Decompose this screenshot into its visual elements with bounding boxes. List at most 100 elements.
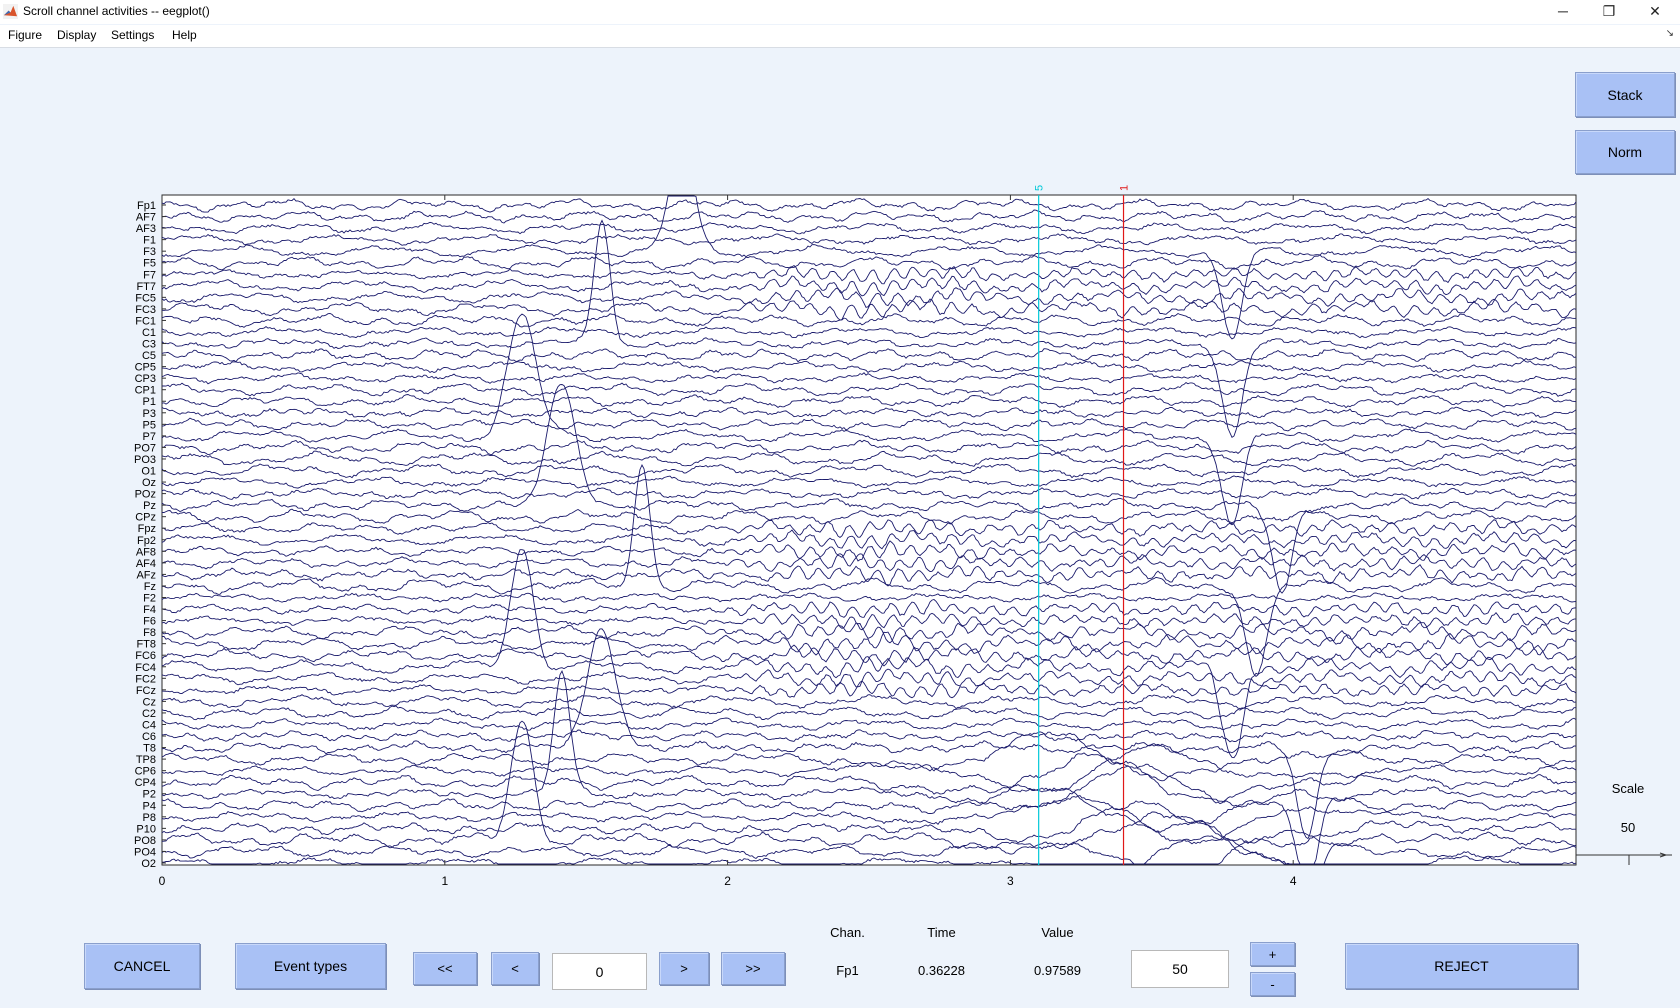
channel-trace xyxy=(161,694,1577,710)
channel-label: C5 xyxy=(142,350,156,362)
channel-trace xyxy=(161,529,1577,550)
channel-trace xyxy=(161,680,1577,699)
channel-trace xyxy=(161,450,1577,467)
scroll-right-button[interactable]: > xyxy=(659,952,709,985)
stack-button[interactable]: Stack xyxy=(1575,72,1675,117)
scale-input[interactable]: 50 xyxy=(1131,950,1229,988)
matlab-icon xyxy=(3,4,18,19)
channel-trace xyxy=(161,312,1577,328)
event-types-button[interactable]: Event types xyxy=(235,943,386,989)
channel-labels: Fp1AF7AF3F1F3F5F7FT7FC5FC3FC1C1C3C5CP5CP… xyxy=(134,200,166,870)
scroll-far-right-button[interactable]: >> xyxy=(721,952,785,985)
channel-trace xyxy=(161,622,1577,644)
menu-bar: Figure Display Settings Help ↘ xyxy=(0,25,1680,48)
channel-trace xyxy=(161,508,1577,525)
scale-increase-button[interactable]: + xyxy=(1250,942,1295,966)
channel-trace xyxy=(161,729,1577,743)
close-button[interactable]: ✕ xyxy=(1649,3,1661,19)
menu-settings[interactable]: Settings xyxy=(111,28,155,42)
event-marker-label: 1 xyxy=(1119,185,1131,191)
channel-trace xyxy=(161,209,1577,224)
channel-label: P1 xyxy=(143,396,156,408)
channel-label: PO3 xyxy=(134,454,156,466)
window-title: Scroll channel activities -- eegplot() xyxy=(23,4,210,18)
restore-button[interactable]: ❐ xyxy=(1602,3,1616,19)
chan-header: Chan. xyxy=(830,925,865,940)
chan-value: Fp1 xyxy=(836,963,859,978)
channel-trace xyxy=(161,233,1577,246)
menu-figure[interactable]: Figure xyxy=(8,28,43,42)
channel-label: F3 xyxy=(143,246,156,258)
channel-label: C4 xyxy=(142,719,156,731)
channel-label: C1 xyxy=(142,327,156,339)
position-input[interactable]: 0 xyxy=(552,953,647,990)
channel-label: FC6 xyxy=(135,650,156,662)
channel-trace xyxy=(161,598,1577,618)
norm-button[interactable]: Norm xyxy=(1575,130,1675,174)
channel-trace xyxy=(161,326,1577,339)
channel-trace xyxy=(161,439,1577,456)
channel-trace xyxy=(161,298,1577,321)
channel-label: C6 xyxy=(142,731,156,743)
channel-label: P10 xyxy=(136,823,156,835)
time-tick-label: 1 xyxy=(441,874,448,888)
channel-trace xyxy=(161,372,1577,385)
channel-label: P4 xyxy=(143,800,156,812)
channel-label: F2 xyxy=(143,592,156,604)
channel-trace xyxy=(161,313,1577,526)
channel-trace xyxy=(161,348,1577,363)
channel-trace xyxy=(161,705,1576,721)
channel-trace xyxy=(161,553,1577,572)
channel-trace xyxy=(161,795,1577,845)
channel-trace xyxy=(161,717,1577,732)
channel-trace xyxy=(161,254,1577,271)
menu-display[interactable]: Display xyxy=(57,28,97,42)
channel-trace xyxy=(161,743,1577,793)
channel-trace xyxy=(161,829,1577,865)
channel-trace xyxy=(161,800,1576,848)
channel-label: FC5 xyxy=(135,292,156,304)
channel-label: FT8 xyxy=(136,639,156,651)
channel-label: P5 xyxy=(143,419,156,431)
channel-label: F4 xyxy=(143,604,156,616)
channel-trace xyxy=(161,549,1577,759)
channel-label: P2 xyxy=(143,789,156,801)
eeg-traces xyxy=(161,195,1577,865)
time-axis: 0 1 2 3 4 xyxy=(159,195,1297,888)
cancel-button[interactable]: CANCEL xyxy=(84,943,200,989)
channel-label: PO7 xyxy=(134,442,156,454)
channel-trace xyxy=(161,275,1577,297)
channel-label: FCz xyxy=(136,685,156,697)
scale-decrease-button[interactable]: - xyxy=(1250,972,1295,996)
menu-help[interactable]: Help xyxy=(172,28,197,42)
channel-label: C3 xyxy=(142,339,156,351)
channel-label: P7 xyxy=(143,431,156,443)
scale-value: 50 xyxy=(1620,820,1636,835)
scroll-far-left-button[interactable]: << xyxy=(413,952,477,985)
channel-trace xyxy=(161,264,1577,285)
minimize-button[interactable]: ─ xyxy=(1558,3,1568,19)
reject-button[interactable]: REJECT xyxy=(1345,943,1578,989)
channel-label: F7 xyxy=(143,269,156,281)
dock-arrow-icon[interactable]: ↘ xyxy=(1665,28,1674,39)
channel-label: O2 xyxy=(141,858,156,870)
channel-label: POz xyxy=(135,489,156,501)
channel-trace xyxy=(161,835,1577,865)
channel-trace xyxy=(161,221,1577,235)
channel-label: Cz xyxy=(143,696,156,708)
channel-trace xyxy=(161,783,1577,833)
channel-label: CPz xyxy=(135,512,156,524)
channel-trace xyxy=(161,287,1577,308)
channel-label: FC1 xyxy=(135,315,156,327)
channel-label: FC3 xyxy=(135,304,156,316)
channel-trace xyxy=(161,668,1577,688)
time-header: Time xyxy=(927,925,956,940)
channel-trace xyxy=(162,382,1577,397)
time-tick-label: 3 xyxy=(1007,874,1014,888)
channel-label: CP4 xyxy=(135,777,156,789)
scroll-left-button[interactable]: < xyxy=(491,952,539,985)
channel-label: Oz xyxy=(142,477,156,489)
value-value: 0.97589 xyxy=(1034,963,1081,978)
channel-label: AF7 xyxy=(136,212,156,224)
